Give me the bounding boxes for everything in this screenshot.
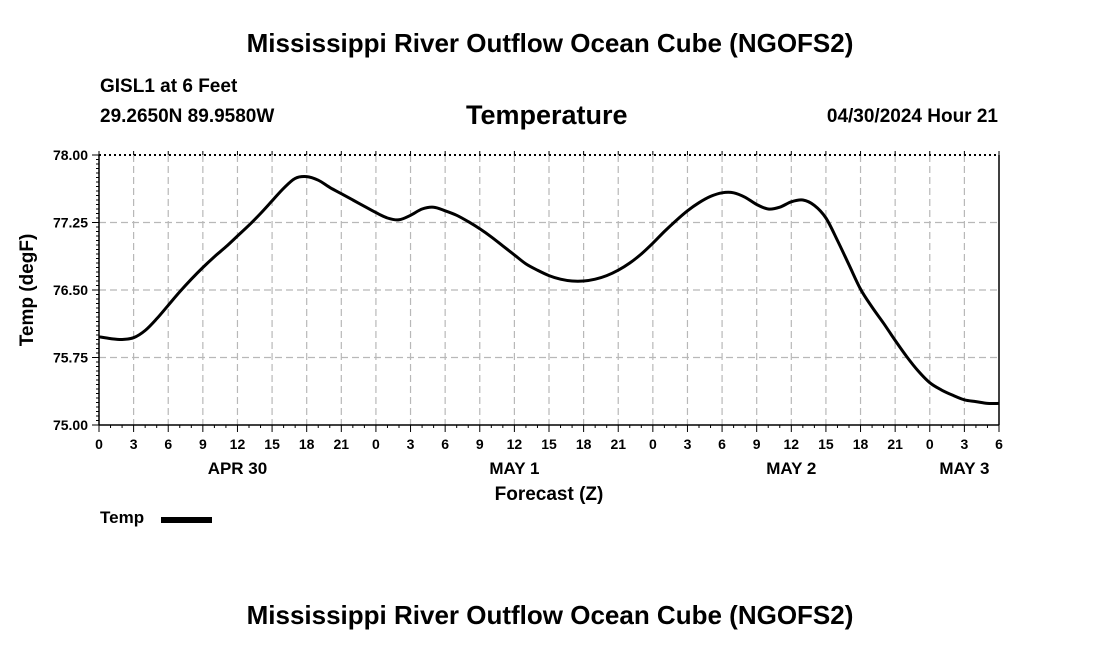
x-tick-label: 12 [507,436,523,452]
chart-title: Temperature [466,100,628,130]
x-tick-label: 9 [753,436,761,452]
legend-label: Temp [100,508,145,527]
x-tick-label: 18 [576,436,592,452]
day-label: MAY 3 [939,459,989,478]
x-tick-label: 3 [130,436,138,452]
x-tick-label: 6 [718,436,726,452]
x-tick-label: 3 [407,436,415,452]
x-tick-label: 3 [684,436,692,452]
x-tick-label: 6 [995,436,1003,452]
x-tick-label: 12 [784,436,800,452]
x-tick-label: 21 [887,436,903,452]
coordinates-label: 29.2650N 89.9580W [100,106,275,127]
day-label: APR 30 [208,459,268,478]
day-label: MAY 1 [489,459,539,478]
y-tick-label: 75.75 [53,350,88,366]
main-title: Mississippi River Outflow Ocean Cube (NG… [246,28,854,58]
x-tick-label: 9 [199,436,207,452]
timestamp-label: 04/30/2024 Hour 21 [826,106,998,127]
x-tick-label: 21 [334,436,350,452]
x-tick-label: 15 [264,436,280,452]
y-tick-label: 78.00 [53,147,88,163]
x-tick-label: 18 [853,436,869,452]
x-tick-label: 9 [476,436,484,452]
x-tick-label: 0 [926,436,934,452]
y-tick-label: 77.25 [53,215,88,231]
x-tick-label: 18 [299,436,315,452]
x-tick-label: 3 [960,436,968,452]
x-tick-label: 0 [649,436,657,452]
x-tick-label: 21 [610,436,626,452]
x-axis-label: Forecast (Z) [495,484,604,505]
footer-title: Mississippi River Outflow Ocean Cube (NG… [246,600,854,630]
x-tick-label: 0 [372,436,380,452]
y-tick-label: 76.50 [53,282,88,298]
x-tick-label: 6 [441,436,449,452]
temp-series-line [98,174,1000,406]
x-tick-label: 6 [164,436,172,452]
x-tick-label: 15 [541,436,557,452]
y-axis-label: Temp (degF) [17,234,38,347]
legend-swatch [161,517,212,523]
x-tick-label: 15 [818,436,834,452]
station-label: GISL1 at 6 Feet [100,76,238,97]
x-tick-label: 12 [230,436,246,452]
day-label: MAY 2 [766,459,816,478]
x-tick-label: 0 [95,436,103,452]
y-tick-label: 75.00 [53,417,88,433]
